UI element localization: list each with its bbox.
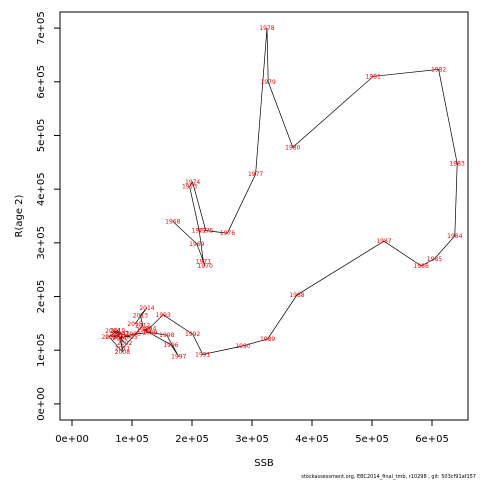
point-label-2003: 2003 — [111, 332, 126, 339]
plot-frame — [59, 11, 469, 421]
point-label-1976: 1976 — [220, 230, 235, 237]
point-label-1973: 1973 — [182, 184, 197, 191]
point-label-1977: 1977 — [248, 171, 263, 178]
point-label-2000: 2000 — [126, 331, 141, 338]
point-label-1996: 1996 — [163, 342, 178, 349]
point-label-1968: 1968 — [165, 218, 180, 225]
x-tick-label: 6e+05 — [415, 434, 449, 445]
point-label-2004: 2004 — [105, 328, 120, 335]
x-tick-label: 0e+00 — [55, 434, 89, 445]
point-label-2015: 2015 — [127, 321, 142, 328]
point-label-2012: 2012 — [135, 323, 150, 330]
x-axis-title: SSB — [254, 458, 274, 469]
x-tick-label: 3e+05 — [235, 434, 269, 445]
point-label-1985: 1985 — [427, 256, 442, 263]
point-label-1997: 1997 — [171, 354, 186, 361]
point-label-1989: 1989 — [260, 336, 275, 343]
y-tick-label: 0e+00 — [36, 387, 47, 421]
point-label-1983: 1983 — [450, 160, 465, 167]
point-label-1986: 1986 — [414, 263, 429, 270]
point-label-2006: 2006 — [105, 334, 120, 341]
point-label-1995: 1995 — [136, 327, 151, 334]
point-label-2009: 2009 — [102, 334, 117, 341]
point-label-1972: 1972 — [192, 228, 207, 235]
point-label-1999: 1999 — [142, 330, 157, 337]
point-label-1979: 1979 — [261, 79, 276, 86]
x-tick-label: 5e+05 — [355, 434, 389, 445]
y-tick-label: 6e+05 — [36, 65, 47, 99]
point-label-2014: 2014 — [139, 305, 154, 312]
point-label-1992: 1992 — [185, 331, 200, 338]
x-tick-label: 2e+05 — [175, 434, 209, 445]
point-label-1984: 1984 — [447, 233, 462, 240]
x-axis-ticks: 0e+00 1e+05 2e+05 3e+05 4e+05 5e+05 6e+05 — [55, 420, 449, 445]
series-line — [108, 28, 458, 357]
point-label-1974: 1974 — [185, 179, 200, 186]
point-label-1970: 1970 — [198, 263, 213, 270]
y-tick-label: 2e+05 — [36, 280, 47, 314]
point-label-1994: 1994 — [141, 326, 156, 333]
y-tick-label: 1e+05 — [36, 333, 47, 367]
point-label-1990: 1990 — [235, 343, 250, 350]
point-label-2002: 2002 — [117, 340, 132, 347]
point-label-2005: 2005 — [123, 334, 138, 341]
y-tick-label: 5e+05 — [36, 119, 47, 153]
point-label-2010: 2010 — [110, 327, 125, 334]
point-label-1991: 1991 — [195, 352, 210, 359]
point-label-1998: 1998 — [159, 332, 174, 339]
y-tick-label: 7e+05 — [36, 11, 47, 45]
point-label-2011: 2011 — [115, 346, 130, 353]
point-label-1971: 1971 — [196, 259, 211, 266]
point-label-2007: 2007 — [114, 331, 129, 338]
point-label-1980: 1980 — [285, 144, 300, 151]
x-tick-label: 1e+05 — [115, 434, 149, 445]
footer-annotation: stockassessment.org, EBC2014_final_tmb, … — [301, 474, 476, 480]
point-label-1987: 1987 — [376, 238, 391, 245]
point-label-2001: 2001 — [112, 335, 127, 342]
point-label-1975: 1975 — [198, 228, 213, 235]
point-label-2013: 2013 — [133, 312, 148, 319]
point-label-1988: 1988 — [289, 292, 304, 299]
y-axis-ticks: 0e+00 1e+05 2e+05 3e+05 4e+05 5e+05 6e+05 7e+05 — [36, 11, 60, 421]
point-label-1978: 1978 — [259, 25, 274, 32]
point-label-2008: 2008 — [115, 349, 130, 356]
x-tick-label: 4e+05 — [295, 434, 329, 445]
point-label-1993: 1993 — [156, 312, 171, 319]
point-label-1981: 1981 — [366, 73, 381, 80]
y-axis-title: R(age 2) — [14, 194, 25, 237]
y-tick-label: 4e+05 — [36, 172, 47, 206]
point-label-1982: 1982 — [431, 66, 446, 73]
y-tick-label: 3e+05 — [36, 226, 47, 260]
point-label-1969: 1969 — [189, 241, 204, 248]
